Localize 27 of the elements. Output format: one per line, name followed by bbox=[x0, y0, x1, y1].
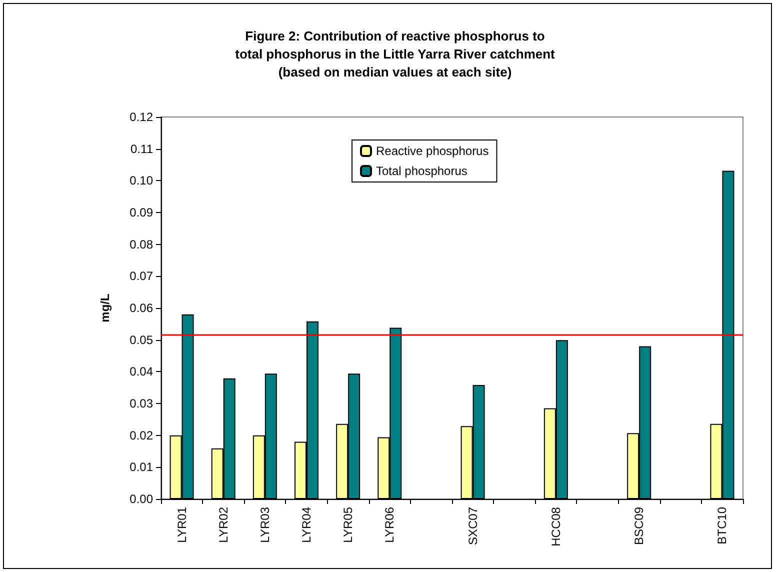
y-tick-label: 0.09 bbox=[130, 206, 154, 220]
y-tick-label: 0.10 bbox=[130, 174, 154, 188]
y-tick-label: 0.11 bbox=[130, 142, 154, 156]
x-tick-label: BTC10 bbox=[715, 506, 730, 544]
x-tick-label: HCC08 bbox=[548, 506, 563, 546]
legend-label: Reactive phosphorus bbox=[376, 144, 489, 158]
x-tick-label: LYR01 bbox=[174, 506, 189, 543]
x-tick-label: LYR05 bbox=[341, 506, 356, 543]
y-tick-label: 0.06 bbox=[130, 301, 154, 315]
x-tick-label: SXC07 bbox=[466, 506, 480, 546]
y-tick-label: 0.01 bbox=[130, 460, 154, 474]
x-tick-label: LYR06 bbox=[382, 506, 397, 543]
chart-title: Figure 2: Contribution of reactive phosphorus to total phosphorus in the Little Yarra River catchment (based on median values at each site) bbox=[235, 28, 556, 80]
y-tick-label: 0.07 bbox=[130, 269, 154, 284]
y-tick-label: 0.12 bbox=[130, 110, 154, 124]
y-tick-label: 0.05 bbox=[130, 332, 154, 347]
y-tick-label: 0.03 bbox=[130, 396, 154, 410]
y-tick-label: 0.00 bbox=[130, 492, 154, 506]
x-tick-label: LYR03 bbox=[258, 506, 272, 543]
y-tick-label: 0.08 bbox=[130, 237, 154, 252]
x-tick-label: LYR02 bbox=[216, 506, 230, 543]
y-tick-label: 0.04 bbox=[130, 364, 154, 379]
legend-label: Total phosphorus bbox=[376, 164, 468, 178]
y-axis-title: mg/L bbox=[98, 294, 112, 322]
x-tick-label: BSC09 bbox=[632, 506, 646, 546]
y-tick-label: 0.02 bbox=[130, 428, 154, 442]
x-tick-label: LYR04 bbox=[300, 506, 314, 543]
